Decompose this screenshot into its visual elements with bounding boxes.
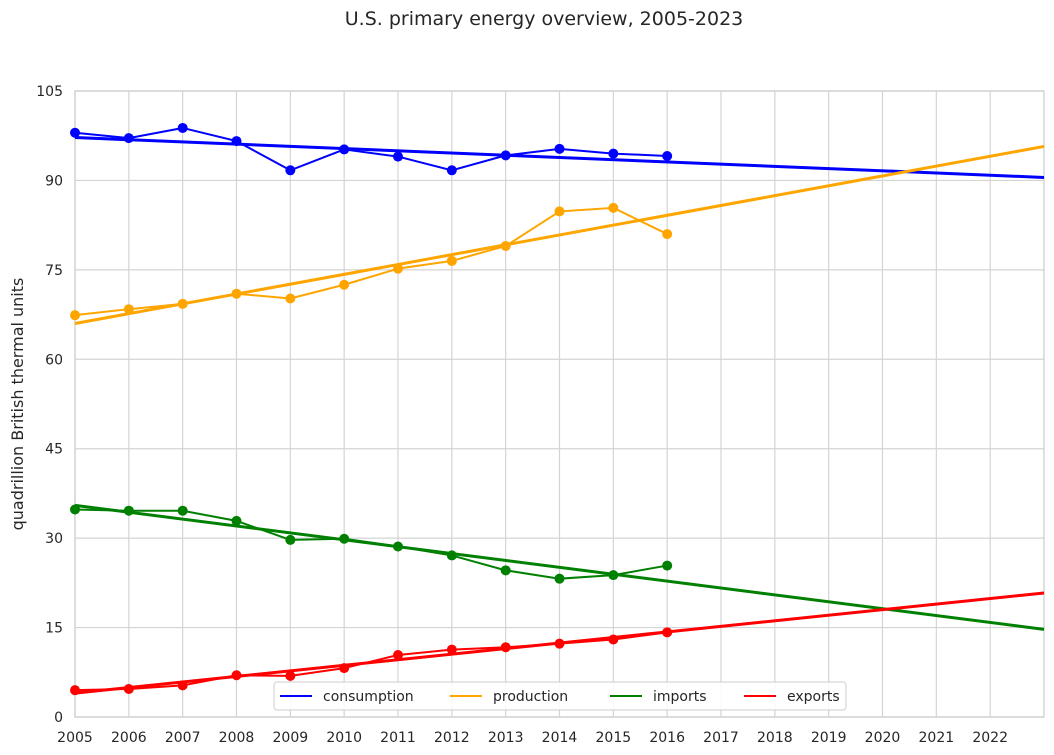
imports-point bbox=[177, 505, 188, 516]
imports-point bbox=[231, 515, 242, 526]
y-tick-label: 30 bbox=[45, 531, 63, 547]
legend-label-exports: exports bbox=[787, 689, 840, 705]
exports-line bbox=[74, 631, 668, 692]
series-production bbox=[70, 144, 1045, 325]
exports-point bbox=[177, 680, 188, 691]
production-point bbox=[123, 304, 134, 315]
production-point bbox=[339, 279, 350, 290]
x-tick-label: 2014 bbox=[542, 730, 578, 746]
exports-point bbox=[500, 642, 511, 653]
x-tick-label: 2015 bbox=[596, 730, 632, 746]
imports-point bbox=[393, 541, 403, 552]
exports-point bbox=[339, 663, 350, 674]
exports-point bbox=[70, 685, 80, 696]
imports-point bbox=[446, 550, 457, 561]
production-point bbox=[608, 202, 619, 213]
production-point bbox=[446, 255, 457, 266]
imports-point bbox=[285, 534, 296, 545]
exports-point bbox=[231, 670, 242, 681]
consumption-point bbox=[285, 165, 296, 176]
legend-label-production: production bbox=[493, 689, 568, 705]
imports-point bbox=[339, 533, 350, 544]
consumption-line bbox=[74, 126, 668, 172]
x-tick-labels: 2005 2006 2007 2008 2009 2010 2011 2012 2013 2014… bbox=[57, 730, 1008, 746]
x-tick-label: 2021 bbox=[919, 730, 955, 746]
imports-point bbox=[608, 570, 619, 581]
y-tick-label: 45 bbox=[45, 442, 63, 458]
legend-box bbox=[273, 681, 847, 711]
production-line bbox=[74, 206, 668, 317]
legend: consumption production imports exports bbox=[273, 681, 847, 711]
consumption-point bbox=[339, 144, 350, 155]
production-point bbox=[500, 241, 511, 252]
consumption-point bbox=[662, 150, 673, 161]
legend-label-imports: imports bbox=[653, 689, 707, 705]
x-tick-label: 2005 bbox=[57, 730, 93, 746]
consumption-point bbox=[393, 151, 403, 162]
x-tick-label: 2017 bbox=[703, 730, 739, 746]
y-tick-label: 60 bbox=[45, 352, 63, 368]
imports-point bbox=[662, 560, 673, 571]
y-axis-label: quadrillion British thermal units bbox=[8, 278, 27, 531]
x-tick-label: 2022 bbox=[972, 730, 1008, 746]
y-tick-label: 90 bbox=[45, 173, 63, 189]
consumption-point bbox=[446, 165, 457, 176]
x-tick-label: 2011 bbox=[380, 730, 416, 746]
x-tick-label: 2010 bbox=[326, 730, 362, 746]
exports-point bbox=[393, 649, 403, 660]
y-tick-label: 105 bbox=[36, 84, 63, 100]
chart-title: U.S. primary energy overview, 2005-2023 bbox=[345, 8, 744, 30]
consumption-point bbox=[500, 150, 511, 161]
x-tick-label: 2009 bbox=[273, 730, 309, 746]
x-tick-label: 2019 bbox=[811, 730, 847, 746]
y-tick-label: 15 bbox=[45, 621, 63, 637]
imports-line bbox=[74, 508, 668, 580]
consumption-point bbox=[177, 122, 188, 133]
legend-label-consumption: consumption bbox=[323, 689, 414, 705]
x-tick-label: 2008 bbox=[219, 730, 255, 746]
y-tick-labels: 0 15 30 45 60 75 90 105 bbox=[36, 84, 63, 726]
production-point bbox=[393, 263, 403, 274]
consumption-point bbox=[123, 133, 134, 144]
exports-point bbox=[608, 634, 619, 645]
x-tick-label: 2006 bbox=[111, 730, 147, 746]
x-tick-label: 2018 bbox=[757, 730, 793, 746]
imports-point bbox=[500, 565, 511, 576]
production-point bbox=[177, 298, 188, 309]
exports-point bbox=[662, 627, 673, 638]
imports-point bbox=[70, 504, 80, 515]
series bbox=[70, 122, 1045, 696]
imports-point bbox=[554, 573, 565, 584]
exports-point bbox=[285, 670, 296, 681]
exports-point bbox=[123, 683, 134, 694]
production-point bbox=[70, 310, 80, 321]
plot-frame bbox=[74, 90, 1045, 718]
consumption-point bbox=[608, 148, 619, 159]
production-point bbox=[662, 229, 673, 240]
consumption-point bbox=[70, 127, 80, 138]
series-exports bbox=[70, 591, 1045, 696]
x-tick-label: 2016 bbox=[649, 730, 685, 746]
exports-point bbox=[446, 644, 457, 655]
consumption-point bbox=[231, 136, 242, 147]
consumption-point bbox=[554, 143, 565, 154]
production-point bbox=[285, 293, 296, 304]
exports-point bbox=[554, 638, 565, 649]
x-tick-label: 2007 bbox=[165, 730, 201, 746]
x-tick-label: 2013 bbox=[488, 730, 524, 746]
production-point bbox=[554, 206, 565, 217]
x-tick-label: 2012 bbox=[434, 730, 470, 746]
x-tick-label: 2020 bbox=[865, 730, 901, 746]
y-tick-label: 0 bbox=[54, 710, 63, 726]
imports-point bbox=[123, 505, 134, 516]
series-consumption bbox=[70, 122, 1045, 179]
y-tick-label: 75 bbox=[45, 263, 63, 279]
production-point bbox=[231, 288, 242, 299]
grid bbox=[74, 90, 1044, 718]
